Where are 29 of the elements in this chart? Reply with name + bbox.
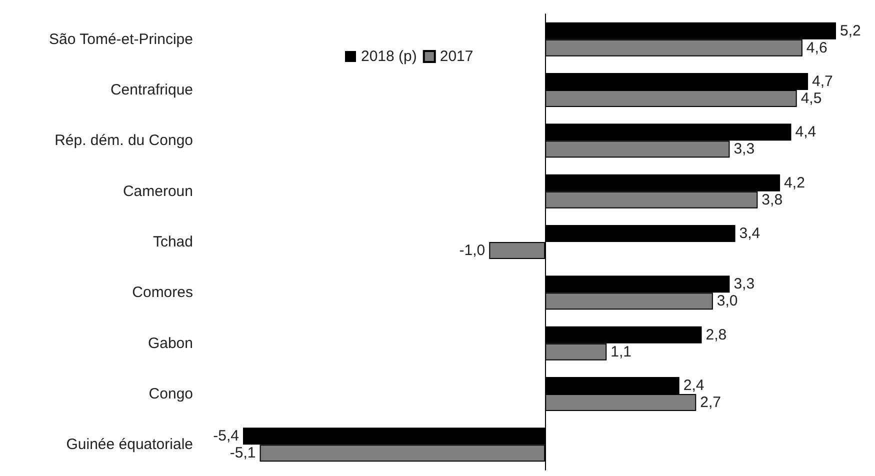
y-tick-label: Congo — [148, 386, 193, 402]
data-label: 4,4 — [795, 124, 816, 141]
y-tick-label: Guinée équatoriale — [66, 436, 193, 454]
y-tick-label: Cameroun — [122, 182, 193, 200]
y-tick-label: Rép. dém. du Congo — [54, 132, 193, 150]
data-label: 3,4 — [739, 225, 760, 242]
legend-label: 2018 (p) — [361, 48, 417, 65]
y-tick-label: Gabon — [148, 334, 193, 352]
y-tick-label: São Tomé-et-Principe — [49, 30, 193, 48]
data-label: 5,2 — [840, 22, 861, 40]
data-label: 4,6 — [806, 39, 828, 56]
y-tick-label: Comores — [132, 284, 193, 302]
legend-label: 2017 — [440, 48, 474, 65]
data-label: 3,0 — [716, 292, 738, 310]
data-label: 1,1 — [610, 343, 632, 360]
y-tick-label: Tchad — [152, 234, 193, 250]
data-label: 3,8 — [762, 191, 783, 208]
data-label: 4,2 — [784, 174, 805, 192]
data-label: -5,4 — [213, 428, 239, 445]
data-label: 4,7 — [812, 73, 833, 90]
data-label: 2,8 — [706, 326, 727, 344]
y-tick-label: Centrafrique — [110, 82, 193, 98]
data-label: 4,5 — [800, 90, 822, 107]
data-label: -5,1 — [230, 444, 256, 462]
data-label: -1,0 — [459, 242, 486, 259]
data-label: 2,7 — [700, 394, 721, 411]
data-label: 3,3 — [734, 276, 755, 293]
data-label: 2,4 — [683, 377, 704, 394]
data-label: 3,3 — [734, 140, 755, 158]
